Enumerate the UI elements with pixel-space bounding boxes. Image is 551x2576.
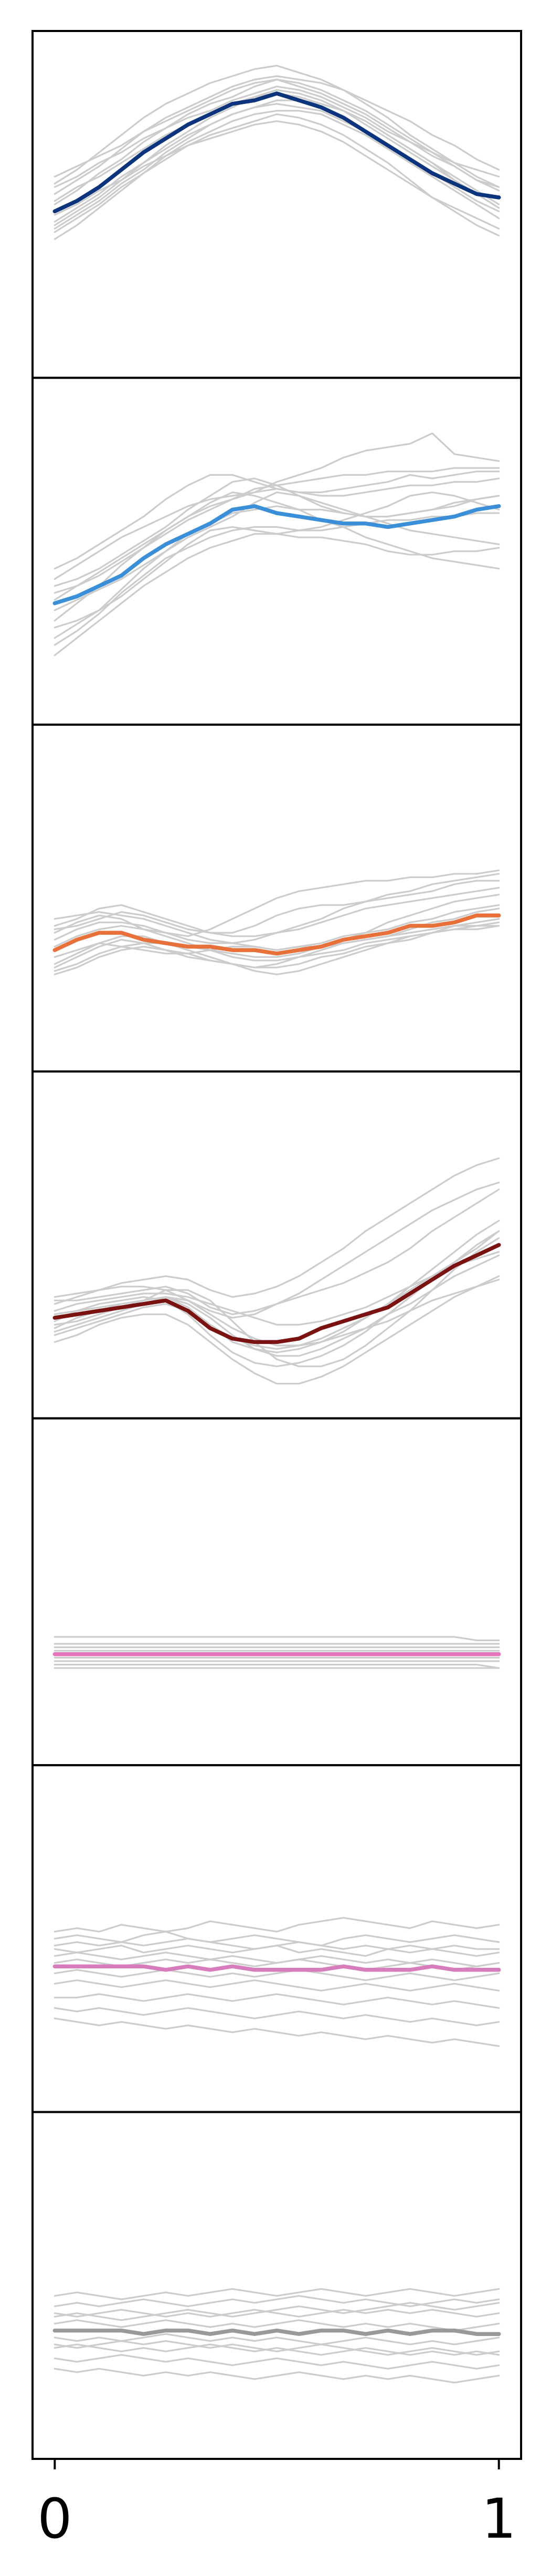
- panel-5-frame: [33, 1418, 521, 1766]
- panel-7-trace-3: [54, 2319, 500, 2332]
- panel-2-mean-line: [52, 504, 501, 606]
- panel-2-trace-4: [54, 491, 500, 594]
- panel-1-trace-0: [54, 65, 500, 188]
- panel-3-mean-line: [52, 913, 501, 956]
- panel-4-trace-0: [54, 1157, 500, 1305]
- panel-2-frame: [33, 378, 521, 725]
- panel-7-frame: [33, 2112, 521, 2459]
- panel-7: [31, 2111, 522, 2460]
- panel-2-trace-10: [54, 477, 500, 587]
- panel-3-trace-3: [54, 918, 500, 976]
- panel-1-mean-line: [52, 91, 501, 214]
- panel-6: [31, 1764, 522, 2113]
- panel-6-trace-8: [54, 2017, 500, 2047]
- panel-7-trace-7: [54, 2368, 500, 2384]
- panel-6-trace-4: [54, 1969, 500, 1981]
- panel-2-trace-7: [54, 491, 500, 611]
- panel-6-mean-line: [52, 1964, 501, 1972]
- panel-6-trace-5: [54, 1979, 500, 1991]
- panel-7-trace-2: [54, 2309, 500, 2318]
- x-tick-label-1: 1: [482, 2487, 516, 2551]
- panel-5: [31, 1417, 522, 1767]
- panel-7-mean-line: [52, 2328, 501, 2336]
- panel-3-trace-8: [54, 893, 500, 958]
- panel-3-trace-5: [54, 921, 500, 958]
- panel-7-trace-8: [54, 2302, 500, 2321]
- panel-1-trace-11: [54, 99, 500, 230]
- panel-1-trace-4: [54, 75, 500, 195]
- panel-3: [31, 723, 522, 1073]
- x-tick-label-0: 0: [37, 2487, 72, 2551]
- panel-7-trace-5: [54, 2343, 500, 2356]
- panel-1-trace-10: [54, 86, 500, 188]
- panel-7-trace-4: [54, 2333, 500, 2345]
- panel-6-trace-6: [54, 1993, 500, 2009]
- panel-2-trace-9: [54, 512, 500, 646]
- panel-4-trace-7: [54, 1251, 500, 1326]
- panel-2: [31, 377, 522, 726]
- panel-4-trace-10: [54, 1230, 500, 1350]
- panel-5-trace-6: [54, 1664, 500, 1669]
- panel-4-frame: [33, 1071, 521, 1419]
- panel-1-trace-6: [54, 78, 500, 178]
- panel-7-trace-0: [54, 2288, 500, 2300]
- panel-7-trace-9: [54, 2340, 500, 2356]
- panel-2-trace-0: [54, 432, 500, 580]
- panel-1-trace-9: [54, 89, 500, 226]
- panel-4-trace-1: [54, 1219, 500, 1353]
- panel-6-trace-1: [54, 1931, 500, 1947]
- x-axis: 0 1: [37, 2459, 516, 2551]
- panel-5-trace-0: [54, 1636, 500, 1641]
- panel-1-trace-7: [54, 110, 500, 240]
- panels: [31, 30, 522, 2460]
- panel-1: [31, 30, 522, 379]
- panel-1-trace-5: [54, 120, 500, 230]
- panel-3-trace-6: [54, 887, 500, 937]
- panel-6-trace-0: [54, 1917, 500, 1933]
- panel-2-trace-6: [54, 491, 500, 629]
- panel-3-trace-0: [54, 869, 500, 937]
- panel-3-trace-9: [54, 925, 500, 972]
- panel-4-trace-4: [54, 1275, 500, 1385]
- panel-4-trace-9: [54, 1182, 500, 1319]
- panel-2-trace-8: [54, 477, 500, 601]
- panel-1-trace-3: [54, 113, 500, 237]
- panel-7-border: [31, 2111, 522, 2460]
- panel-3-trace-10: [54, 880, 500, 934]
- panel-7-trace-6: [54, 2354, 500, 2370]
- panel-4-mean-line: [52, 1243, 501, 1344]
- panel-7-trace-1: [54, 2295, 500, 2307]
- panel-6-trace-7: [54, 2007, 500, 2027]
- panel-6-trace-9: [54, 1937, 500, 1954]
- panel-1-frame: [33, 31, 521, 378]
- panel-4-trace-6: [54, 1254, 500, 1357]
- panel-4: [31, 1070, 522, 1420]
